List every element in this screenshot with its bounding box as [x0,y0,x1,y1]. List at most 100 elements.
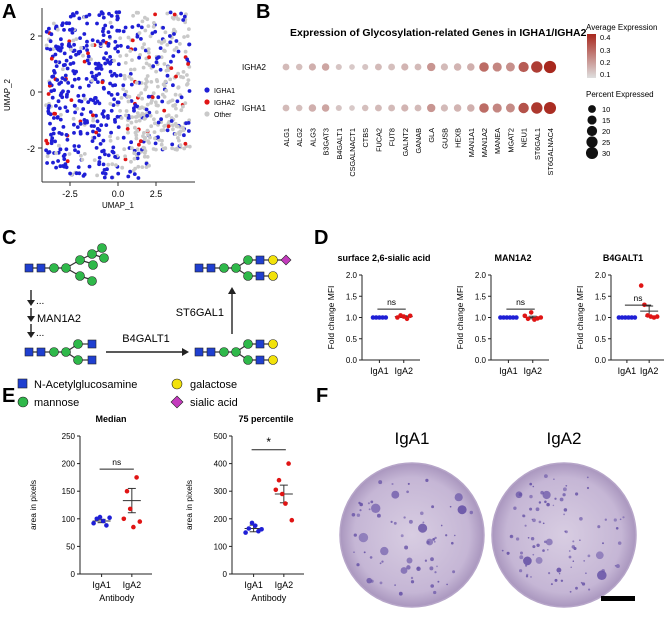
umap-point [115,100,120,105]
umap-point [55,27,60,32]
umap-point [106,162,111,167]
umap-point [165,11,170,16]
umap-point [175,99,180,104]
colony-spot [595,551,604,560]
umap-point [97,72,102,76]
umap-point [181,128,186,133]
umap-xtick: -2.5 [62,189,78,199]
umap-point [108,69,113,74]
umap-point [85,39,89,44]
umap-point [145,74,150,78]
umap-point [130,58,134,62]
umap-point [101,26,106,31]
colony-spot [391,490,400,499]
umap-point [106,44,111,48]
umap-point [55,115,60,120]
umap-point [109,130,113,135]
dotplot-dot [335,63,342,71]
dotplot-gene-label: ALG3 [308,128,317,147]
umap-point [146,132,150,137]
umap-point [102,168,107,172]
umap-point [78,85,82,90]
mannose-icon [17,396,29,408]
umap-point [183,141,188,146]
colony-spot [367,502,370,505]
dotplot-dot [467,63,475,71]
umap-point [147,110,152,115]
umap-point [54,104,58,108]
umap-point [145,155,150,159]
dotplot-gene-label: HEXB [454,128,463,148]
colony-spot [532,545,536,549]
dotplot-marks [282,60,557,115]
dotplot-gene-label: FUT8 [388,128,397,146]
colony-spot [425,478,429,483]
umap-point [94,130,99,135]
colony-spot [522,514,526,518]
umap-point [142,42,147,47]
umap-point [51,160,55,165]
plate-iga2 [491,462,637,608]
umap-point [93,61,98,66]
umap-point [159,55,164,60]
umap-point [132,156,137,161]
mannose-icon [243,355,253,365]
colony-spot [571,545,576,549]
umap-point [168,40,173,45]
umap-point [135,34,140,39]
colony-spot [469,510,474,515]
colony-spot [615,527,619,530]
umap-point [112,58,116,63]
dotplot-dot [492,62,502,72]
umap-point [161,146,166,151]
legend-pct-dot [586,125,598,137]
umap-point [163,30,168,35]
umap-point [95,119,100,124]
data-point [124,488,130,494]
colony-spot [529,507,533,511]
glcnac-icon [255,255,265,265]
colony-spot [559,497,564,502]
glcnac-icon [17,378,28,389]
data-point [276,477,282,483]
umap-point [173,103,178,107]
umap-point [130,146,134,151]
colony-spot [380,546,389,556]
colony-spot [565,484,568,487]
umap-point [154,60,159,65]
umap-point [150,95,155,99]
umap-point [59,80,63,85]
umap-point [110,175,114,180]
mannose-icon [231,263,241,273]
colony-spot [424,559,428,562]
colony-spot [544,500,547,504]
dotplot-dot [518,61,529,73]
colony-spot [394,584,396,586]
colony-spot [585,572,587,575]
colony-spot [381,560,384,563]
umap-point [122,92,127,97]
umap-point [85,48,89,52]
umap-point [174,124,179,129]
umap-point [97,101,102,106]
enzyme-man1a2: MAN1A2 [37,313,81,325]
x-tick-label: IgA2 [524,366,543,376]
umap-point [77,171,82,176]
umap-point [171,54,176,58]
umap-point [121,29,126,34]
umap-point [106,30,111,34]
y-axis-label: area in pixels [28,480,38,530]
umap-point [181,104,185,109]
y-tick-label: 0 [223,570,228,579]
umap-point [135,156,140,161]
colony-spot [529,494,533,499]
umap-point [123,61,128,65]
umap-point [45,154,50,159]
umap-point [171,127,175,132]
umap-point [135,114,140,119]
pathway-ellipsis: ... [36,328,44,339]
umap-plot: 2 0 -2 -2.5 0.0 2.5 UMAP_1 UMAP_2 IGHA1 … [3,8,235,210]
umap-point [117,10,122,15]
colony-spot [434,571,437,574]
mannose-icon [88,260,98,270]
